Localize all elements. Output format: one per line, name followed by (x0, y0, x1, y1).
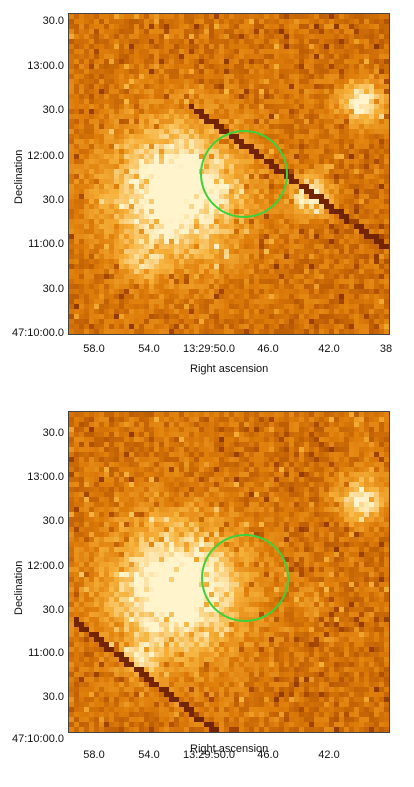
top-xtick-2: 54.0 (138, 343, 160, 355)
bottom-y-axis-label: Declination (13, 560, 25, 615)
bottom-xtick-5: 42.0 (318, 749, 340, 761)
bottom-ytick-1: 30.0 (42, 427, 64, 439)
top-y-axis-label: Declination (13, 149, 25, 204)
bottom-xtick-1: 58.0 (83, 749, 105, 761)
top-xtick-1: 58.0 (83, 343, 105, 355)
bottom-xtick-3: 13:29:50.0 (183, 749, 235, 761)
bottom-ytick-2: 13:00.0 (27, 471, 64, 483)
top-xtick-3: 13:29:50.0 (183, 343, 235, 355)
top-xtick-6: 38 (379, 343, 393, 355)
bottom-ytick-5: 30.0 (42, 604, 64, 616)
top-heatmap-canvas (69, 14, 389, 334)
bottom-ytick-8: 47:10:00.0 (12, 733, 64, 745)
bottom-chart-panel: 30.0 13:00.0 30.0 12:00.0 30.0 11:00.0 3… (0, 394, 414, 787)
top-x-axis-label: Right ascension (190, 363, 269, 375)
bottom-xtick-2: 54.0 (138, 749, 160, 761)
top-ytick-4: 12:00.0 (27, 150, 64, 162)
top-ytick-2: 13:00.0 (27, 60, 64, 72)
bottom-ytick-7: 30.0 (42, 691, 64, 703)
bottom-x-axis-label: Right ascension (190, 743, 269, 755)
top-sky-image (68, 13, 390, 335)
bottom-ytick-4: 12:00.0 (27, 560, 64, 572)
top-ytick-1: 30.0 (42, 15, 64, 27)
top-xtick-5: 42.0 (318, 343, 340, 355)
top-ytick-7: 30.0 (42, 283, 64, 295)
bottom-sky-image (68, 411, 390, 733)
top-ytick-5: 30.0 (42, 194, 64, 206)
bottom-ytick-6: 11:00.0 (28, 647, 64, 659)
bottom-ytick-3: 30.0 (42, 515, 64, 527)
top-ytick-3: 30.0 (42, 104, 64, 116)
top-ytick-8: 47:10:00.0 (12, 327, 64, 339)
top-ytick-6: 11:00.0 (28, 238, 64, 250)
top-xtick-4: 46.0 (257, 343, 279, 355)
bottom-heatmap-canvas (69, 412, 389, 732)
top-chart-panel: 30.0 13:00.0 30.0 12:00.0 30.0 11:00.0 3… (0, 0, 414, 393)
bottom-xtick-4: 46.0 (257, 749, 279, 761)
